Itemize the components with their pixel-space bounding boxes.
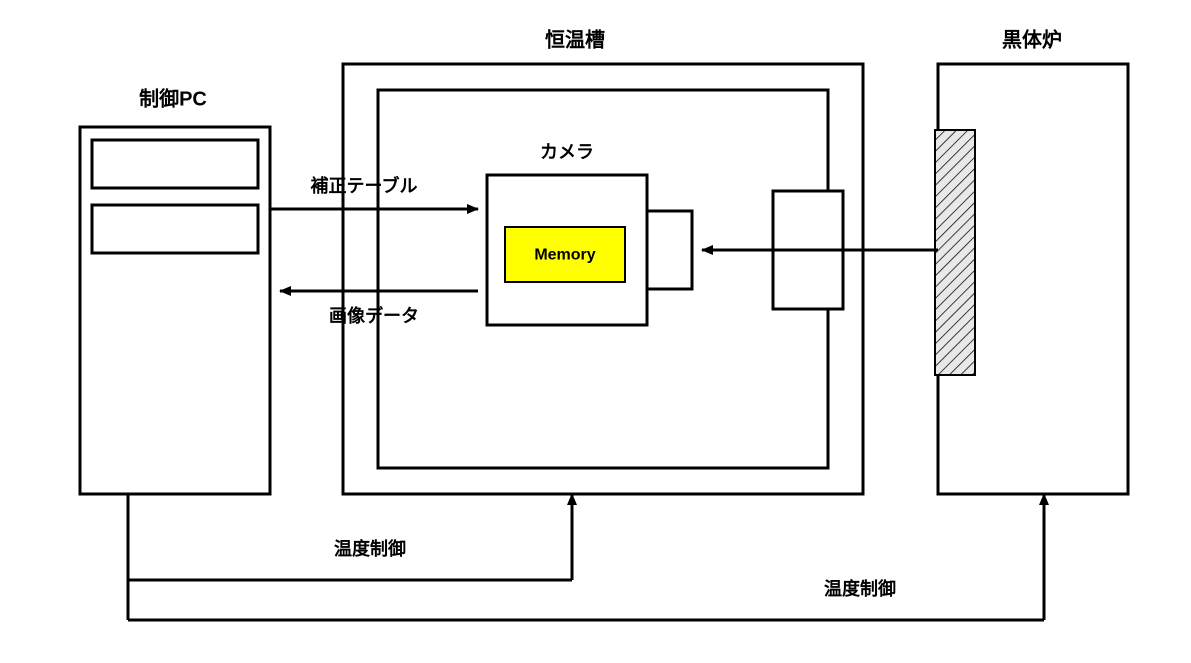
camera-title: カメラ bbox=[540, 142, 594, 162]
memory-label: Memory bbox=[534, 247, 595, 264]
label-correction-table: 補正テーブル bbox=[310, 175, 418, 196]
furnace-title: 黒体炉 bbox=[1002, 27, 1062, 51]
furnace-hatch bbox=[935, 130, 975, 375]
label-temp-chamber: 温度制御 bbox=[334, 538, 406, 559]
label-temp-furnace: 温度制御 bbox=[824, 578, 896, 599]
label-image-data: 画像データ bbox=[329, 305, 419, 326]
pc-title: 制御PC bbox=[139, 86, 207, 110]
chamber-title: 恒温槽 bbox=[545, 27, 605, 51]
